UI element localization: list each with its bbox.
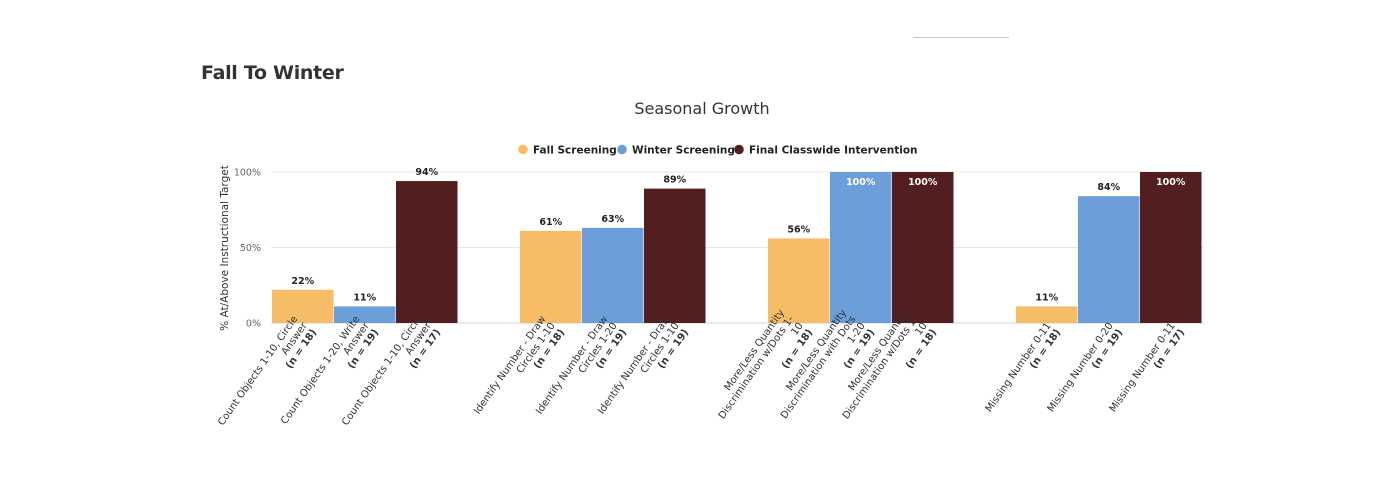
bar[interactable] (334, 306, 396, 323)
bar[interactable] (892, 172, 954, 323)
legend-swatch-icon (617, 144, 627, 155)
bars: 22% 11% 94% 61% 63% 89% 56% 100% 100% 11% 84% 100% (272, 167, 1202, 323)
legend-item[interactable]: Final Classwide Intervention (734, 144, 918, 157)
y-axis-label: % At/Above Instructional Target (219, 165, 231, 331)
bar[interactable] (768, 238, 830, 323)
data-label: 94% (415, 167, 438, 178)
y-tick-label: 0% (246, 319, 261, 330)
section-title: Fall To Winter (201, 62, 344, 84)
bar[interactable] (520, 230, 582, 323)
x-tick-label: Count Objects 1-10, CircleAnswer(n = 18) (216, 314, 319, 442)
data-label: 84% (1097, 182, 1120, 193)
y-tick-label: 50% (240, 243, 261, 254)
bar[interactable] (582, 227, 644, 323)
data-label: 100% (1156, 177, 1186, 188)
data-label: 61% (539, 217, 562, 228)
y-tick-label: 100% (234, 168, 261, 179)
legend-item[interactable]: Fall Screening (518, 145, 617, 157)
legend-label: Winter Screening (632, 145, 735, 157)
data-label: 100% (908, 177, 938, 188)
bar[interactable] (396, 181, 458, 323)
data-label: 22% (291, 276, 314, 287)
bar[interactable] (1140, 172, 1202, 323)
data-label: 11% (353, 292, 376, 303)
legend-label: Final Classwide Intervention (749, 145, 918, 157)
chart-legend: Fall Screening Winter Screening Final Clas… (518, 144, 918, 157)
x-axis: Count Objects 1-10, CircleAnswer(n = 18)… (216, 308, 1187, 442)
bar[interactable] (1016, 306, 1078, 323)
legend-swatch-icon (518, 144, 528, 155)
y-axis: 0% 50% 100% (234, 168, 261, 330)
data-label: 100% (846, 177, 876, 188)
legend-swatch-icon (734, 144, 744, 155)
chart-title: Seasonal Growth (634, 99, 769, 118)
bar[interactable] (272, 289, 334, 323)
bar[interactable] (1078, 196, 1140, 323)
data-label: 63% (601, 214, 624, 225)
data-label: 89% (663, 175, 686, 186)
x-tick-label: Identify Number - DrawCircles 1-10(n = 1… (472, 314, 567, 429)
legend-label: Fall Screening (533, 145, 617, 157)
data-label: 11% (1035, 292, 1058, 303)
bar[interactable] (644, 188, 706, 323)
bar[interactable] (830, 172, 892, 323)
data-label: 56% (787, 224, 810, 235)
legend-item[interactable]: Winter Screening (617, 145, 735, 157)
top-divider (913, 37, 1009, 38)
